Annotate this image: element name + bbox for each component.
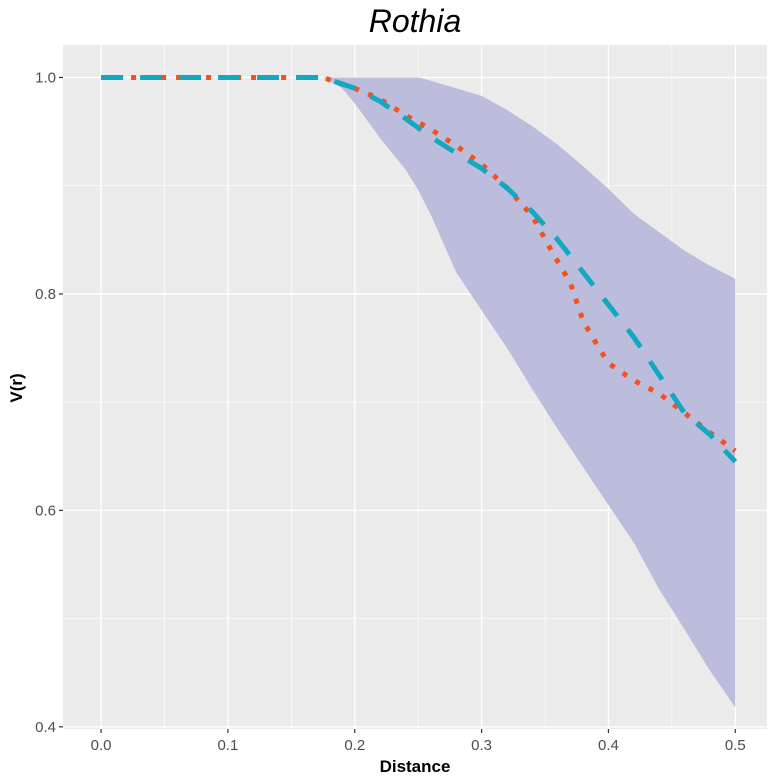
x-axis-title: Distance (380, 757, 451, 776)
x-tick-label: 0.2 (344, 737, 365, 754)
x-axis-ticks: 0.0 0.1 0.2 0.3 0.4 0.5 (91, 729, 746, 754)
y-tick-label: 0.6 (35, 502, 56, 519)
envelope-layer (323, 77, 736, 708)
x-tick-label: 0.0 (91, 737, 112, 754)
y-tick-label: 0.8 (35, 286, 56, 303)
x-tick-label: 0.4 (598, 737, 619, 754)
x-tick-label: 0.3 (471, 737, 492, 754)
y-axis-title: V(r) (7, 373, 26, 402)
series-theoretical-line (101, 75, 738, 464)
x-tick-label: 0.5 (725, 737, 746, 754)
y-axis-ticks: 0.4 0.6 0.8 1.0 (35, 69, 63, 736)
x-tick-label: 0.1 (217, 737, 238, 754)
envelope-band (323, 77, 736, 708)
chart-title: Rothia (369, 3, 462, 39)
y-tick-label: 0.4 (35, 719, 56, 736)
series-layer (101, 75, 738, 464)
y-tick-label: 1.0 (35, 69, 56, 86)
